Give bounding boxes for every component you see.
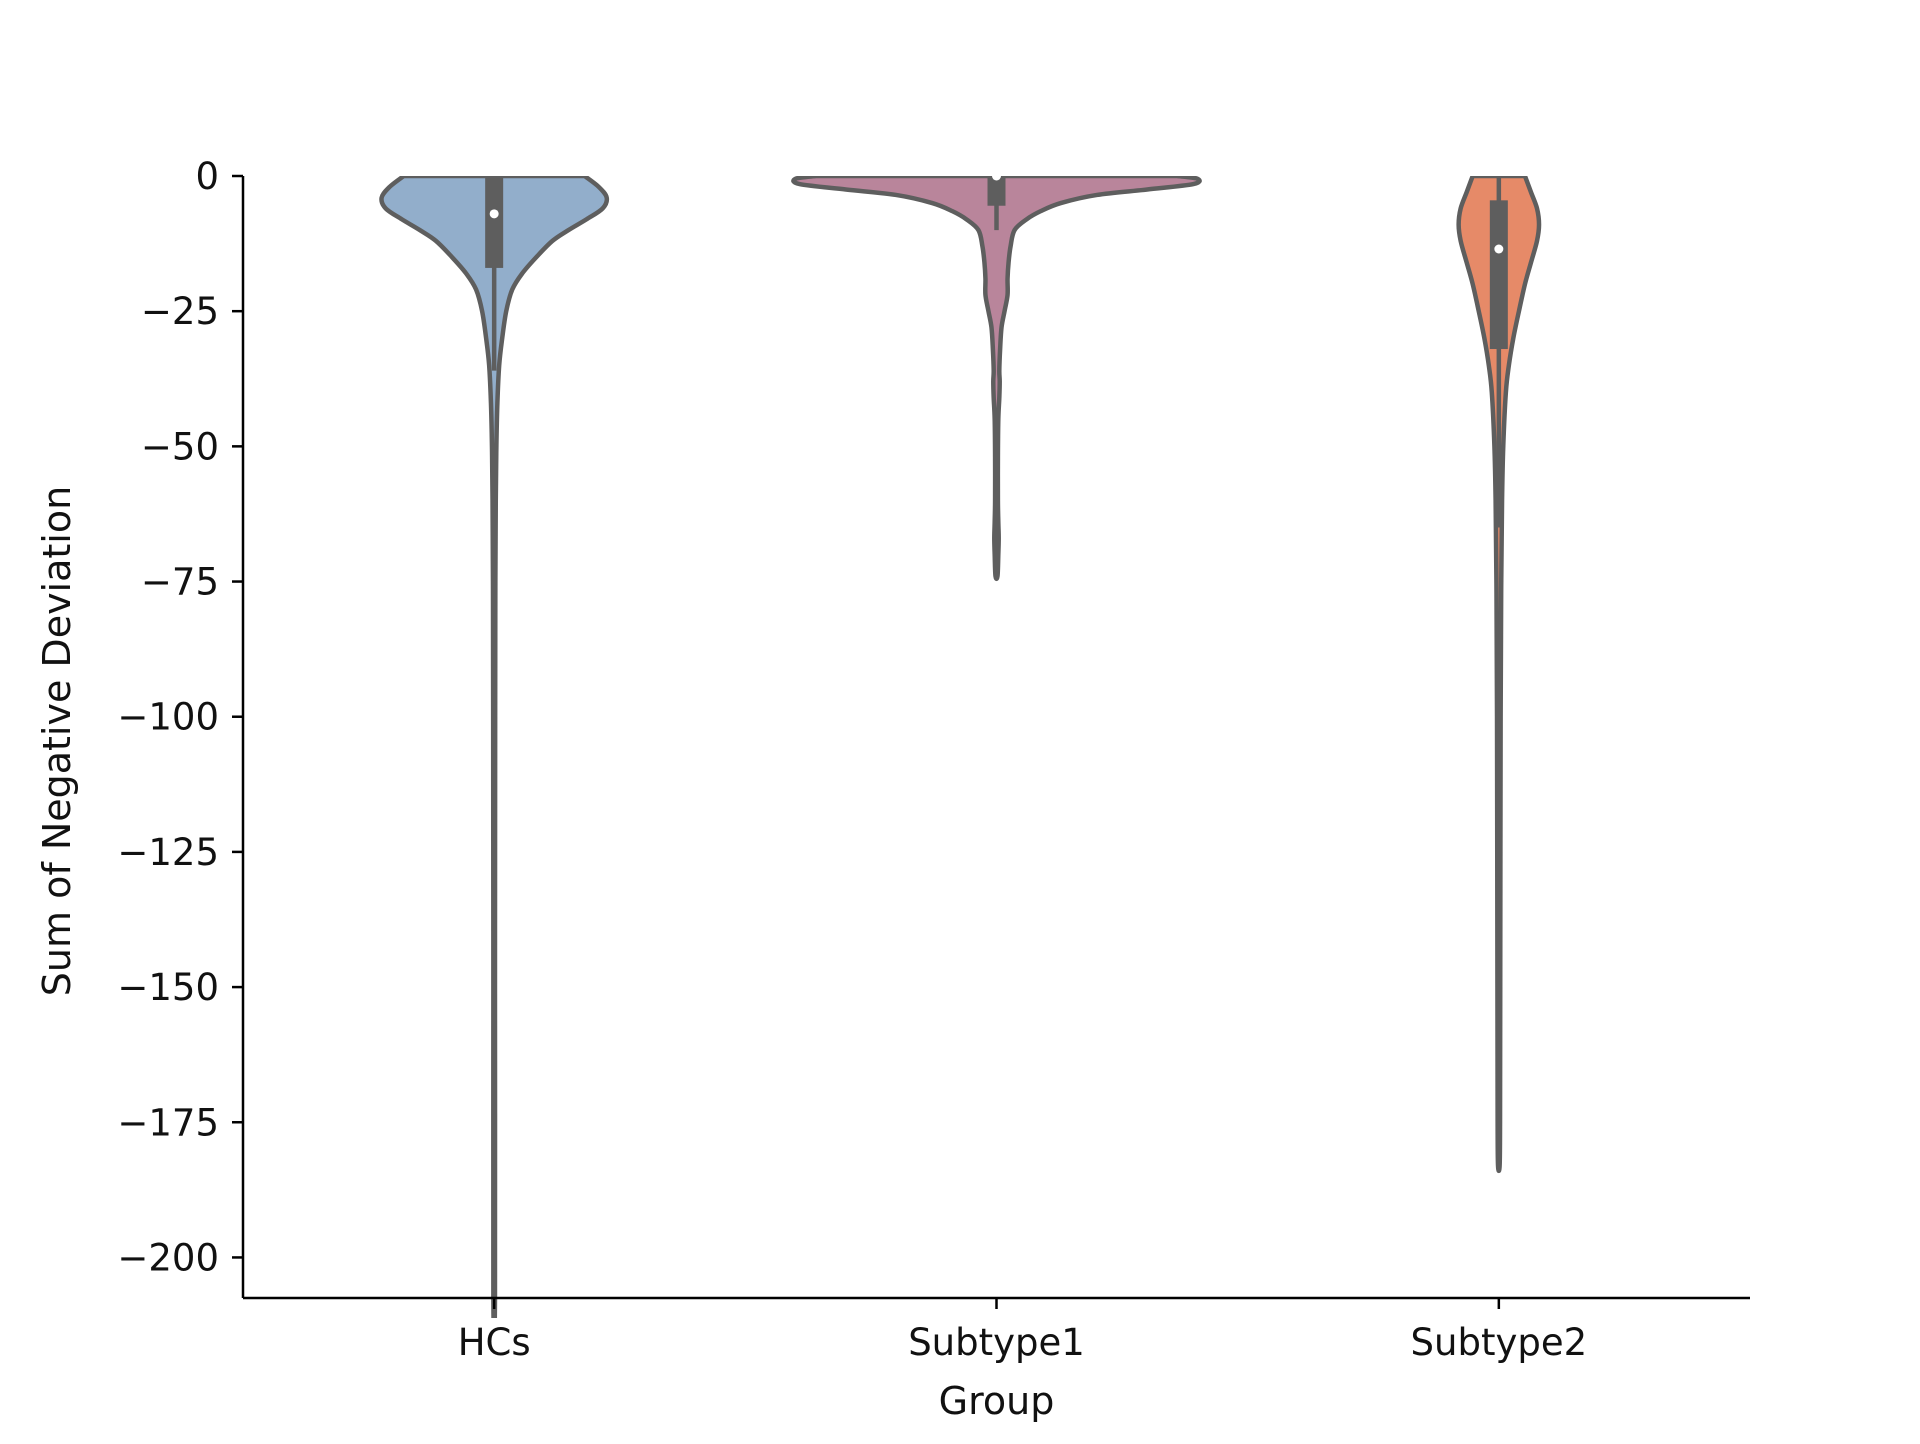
- x-tick-label: Subtype2: [1411, 1321, 1588, 1364]
- violin-subtype2: [1456, 176, 1542, 1174]
- y-tick-label: −175: [117, 1101, 219, 1144]
- violin-median-dot: [1494, 244, 1504, 254]
- y-axis-title: Sum of Negative Deviation: [35, 486, 79, 996]
- violin-median-dot: [992, 176, 1001, 181]
- x-ticks: HCs Subtype1 Subtype2: [458, 1298, 1587, 1364]
- y-tick-label: −50: [141, 425, 219, 468]
- violin-iqr-box: [987, 176, 1006, 206]
- axes-layer: 0 −25 −50 −75 −100 −125 −150 −175 −200 HCs Subtyp…: [117, 155, 1750, 1364]
- violin-subtype1: [791, 176, 1202, 582]
- y-tick-label: 0: [195, 155, 219, 198]
- y-tick-label: −100: [117, 696, 219, 739]
- violin-body: [791, 176, 1202, 582]
- violins-layer: [379, 176, 1542, 1318]
- x-tick-label: Subtype1: [908, 1321, 1085, 1364]
- violin-iqr-box: [1489, 200, 1508, 350]
- violin-hcs: [379, 176, 610, 1318]
- y-tick-label: −200: [117, 1236, 219, 1279]
- x-tick-label: HCs: [458, 1321, 531, 1364]
- violin-body: [1456, 176, 1542, 1174]
- y-tick-label: −25: [141, 290, 219, 333]
- y-tick-label: −125: [117, 831, 219, 874]
- y-tick-label: −75: [141, 561, 219, 604]
- y-tick-label: −150: [117, 966, 219, 1009]
- violin-median-dot: [489, 209, 499, 219]
- violin-body: [379, 176, 610, 1318]
- violin-iqr-box: [485, 176, 504, 268]
- y-ticks: 0 −25 −50 −75 −100 −125 −150 −175 −200: [117, 155, 243, 1279]
- x-axis-title: Group: [939, 1379, 1055, 1423]
